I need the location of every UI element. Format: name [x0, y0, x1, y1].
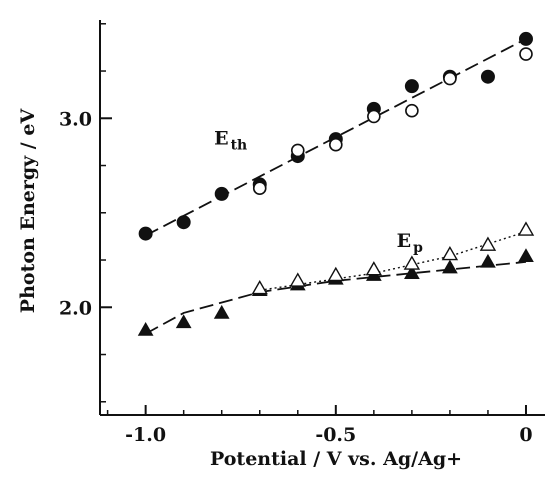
- data-point-open-circle: [329, 137, 343, 152]
- data-point-filled-circle: [214, 186, 229, 201]
- data-point-open-circle: [367, 109, 381, 124]
- data-point-open-circle: [443, 71, 457, 86]
- data-point-filled-triangle: [137, 321, 154, 336]
- y-tick-label: 3.0: [59, 108, 92, 130]
- data-point-filled-triangle: [213, 304, 230, 319]
- y-tick-label: 2.0: [59, 297, 92, 319]
- data-point-open-triangle: [403, 255, 421, 270]
- data-point-filled-triangle: [442, 259, 458, 274]
- data-point-open-triangle: [327, 266, 345, 282]
- data-point-filled-circle: [518, 31, 533, 46]
- x-tick-label: -1.0: [125, 424, 166, 446]
- data-point-open-circle: [290, 143, 305, 158]
- data-point-filled-triangle: [480, 253, 496, 268]
- data-point-open-triangle: [365, 261, 383, 276]
- x-axis-label: Potential / V vs. Ag/Ag+: [210, 448, 462, 470]
- data-point-filled-triangle: [175, 314, 192, 329]
- data-point-filled-triangle: [404, 265, 420, 280]
- data-point-open-circle: [519, 47, 533, 61]
- data-point-filled-circle: [176, 215, 191, 230]
- data-point-open-circle: [405, 103, 419, 118]
- data-point-open-triangle: [517, 221, 535, 236]
- data-point-open-triangle: [441, 245, 459, 261]
- fit-line: [145, 38, 527, 237]
- x-tick-label: 0: [519, 424, 532, 446]
- data-point-filled-triangle: [518, 248, 534, 262]
- x-tick-label: -0.5: [315, 424, 356, 446]
- data-point-open-triangle: [289, 272, 306, 287]
- data-point-filled-circle: [480, 69, 495, 84]
- y-axis-label: Photon Energy / eV: [17, 108, 39, 314]
- data-point-filled-circle: [404, 79, 419, 94]
- data-point-filled-circle: [138, 226, 153, 241]
- data-point-open-circle: [252, 181, 267, 196]
- data-point-open-triangle: [251, 279, 268, 295]
- data-point-open-triangle: [479, 236, 497, 251]
